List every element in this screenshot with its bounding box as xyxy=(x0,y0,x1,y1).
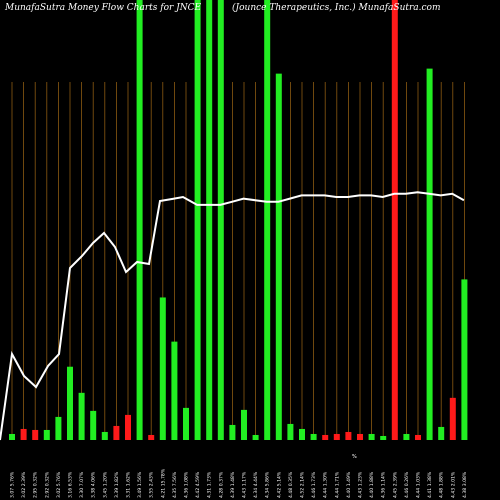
x-tick-label: 4.46 0.26% xyxy=(404,471,410,498)
x-tick-label: 4.44 1.03% xyxy=(416,471,422,498)
x-tick-label: 3.02 2.39% xyxy=(21,471,27,498)
bar-15 xyxy=(183,407,189,440)
bar-13 xyxy=(159,297,166,440)
bar-30 xyxy=(357,433,363,440)
x-tick-label: 4.36 1.14% xyxy=(381,471,387,498)
x-tick-label: 4.21 15.78% xyxy=(160,468,166,498)
x-tick-label: 4.46 1.73% xyxy=(311,471,317,498)
bar-36 xyxy=(426,68,433,441)
bar-33 xyxy=(391,0,398,440)
x-tick-label: 3.49 1.56% xyxy=(137,471,143,498)
x-tick-label: 2.95 0.32% xyxy=(33,471,39,498)
bar-6 xyxy=(78,392,85,440)
x-tick-label: 4.36 1.08% xyxy=(184,471,190,498)
chart-line-layer xyxy=(0,191,465,441)
x-tick-label: 4.43 1.17% xyxy=(242,471,248,498)
bar-28 xyxy=(333,433,340,440)
bar-23 xyxy=(275,73,282,440)
x-tick-label: 4.42 5.14% xyxy=(276,471,282,498)
bar-7 xyxy=(90,410,97,440)
chart-subtitle: (Jounce Therapeutics, Inc.) MunafaSutra.… xyxy=(232,2,441,13)
bar-4 xyxy=(55,416,62,440)
bar-14 xyxy=(171,341,178,440)
bar-17 xyxy=(206,0,213,440)
x-tick-label: 3.30 7.07% xyxy=(79,471,85,498)
x-tick-label: 4.43 2.01% xyxy=(450,471,456,498)
x-tick-label: 4.39 1.48% xyxy=(230,471,236,498)
x-tick-label: 4.34 5.86% xyxy=(265,471,271,498)
x-tick-label: 4.28 0.37% xyxy=(218,471,224,498)
bar-34 xyxy=(403,433,410,440)
x-tick-label: 4.40 1.49% xyxy=(346,471,352,498)
x-tick-labels: 3.07 5.76% 3.02 2.39% 2.95 0.32% 2.92 0.32%… xyxy=(10,468,468,498)
x-tick-label: 4.38 3.08% xyxy=(462,471,468,498)
bar-20 xyxy=(241,409,247,440)
bar-22 xyxy=(264,0,271,440)
x-tick-label: 3.16 6.53% xyxy=(68,471,74,498)
x-tick-label: 4.48 0.35% xyxy=(288,471,294,498)
x-tick-label: 4.52 2.14% xyxy=(300,471,306,498)
bar-35 xyxy=(415,434,421,440)
x-tick-label: 3.39 1.82% xyxy=(114,471,120,498)
x-tick-label: 4.43 1.23% xyxy=(358,471,364,498)
x-tick-label: 3.45 1.20% xyxy=(102,471,108,498)
chart-title: MunafaSutra Money Flow Charts for JNCE xyxy=(4,3,202,13)
x-tick-label: 4.31 1.73% xyxy=(207,471,213,498)
bar-39 xyxy=(461,279,468,440)
bar-2 xyxy=(32,429,39,440)
bar-29 xyxy=(345,431,352,440)
bar-1 xyxy=(20,428,27,440)
x-tick-label: 3.07 5.76% xyxy=(10,471,16,498)
x-tick-label: 4.45 2.39% xyxy=(392,471,398,498)
bar-16 xyxy=(194,0,201,440)
x-tick-label: 4.35 7.56% xyxy=(172,471,178,498)
bar-32 xyxy=(380,435,387,440)
x-tick-label: 4.44 1.30% xyxy=(323,471,329,498)
x-tick-label: 3.38 4.06% xyxy=(91,471,97,498)
bar-38 xyxy=(449,397,456,440)
bar-3 xyxy=(43,429,50,440)
x-tick-label: 4.40 1.88% xyxy=(369,471,375,498)
bar-10 xyxy=(125,414,131,440)
x-tick-label: 3.02 5.76% xyxy=(56,471,62,498)
bar-25 xyxy=(299,428,305,440)
x-tick-label: 4.48 1.88% xyxy=(439,471,445,498)
price-line xyxy=(0,191,465,441)
bar-11 xyxy=(136,0,143,441)
bar-8 xyxy=(101,431,108,440)
bar-24 xyxy=(287,423,294,440)
x-tick-label: 3.31 1.62% xyxy=(126,471,132,498)
x-tick-label: 4.44 1.71% xyxy=(334,471,340,498)
x-tick-label: 4.42 4.59% xyxy=(195,471,201,498)
right-axis-label: % xyxy=(352,454,357,460)
bar-5 xyxy=(67,366,73,440)
bar-18 xyxy=(217,0,224,440)
bar-19 xyxy=(229,424,236,440)
x-tick-label: 4.41 1.38% xyxy=(427,471,433,498)
bar-27 xyxy=(322,434,329,440)
chart-bars xyxy=(9,0,468,441)
x-tick-label: 3.55 2.43% xyxy=(149,471,155,498)
bar-21 xyxy=(252,434,259,440)
bar-26 xyxy=(310,433,317,440)
bar-12 xyxy=(148,434,155,440)
x-tick-label: 2.92 0.32% xyxy=(44,471,50,498)
bar-31 xyxy=(368,433,375,440)
bar-9 xyxy=(113,425,120,440)
bar-0 xyxy=(9,433,15,440)
x-tick-label: 4.34 4.44% xyxy=(253,471,259,498)
bar-37 xyxy=(438,426,445,440)
